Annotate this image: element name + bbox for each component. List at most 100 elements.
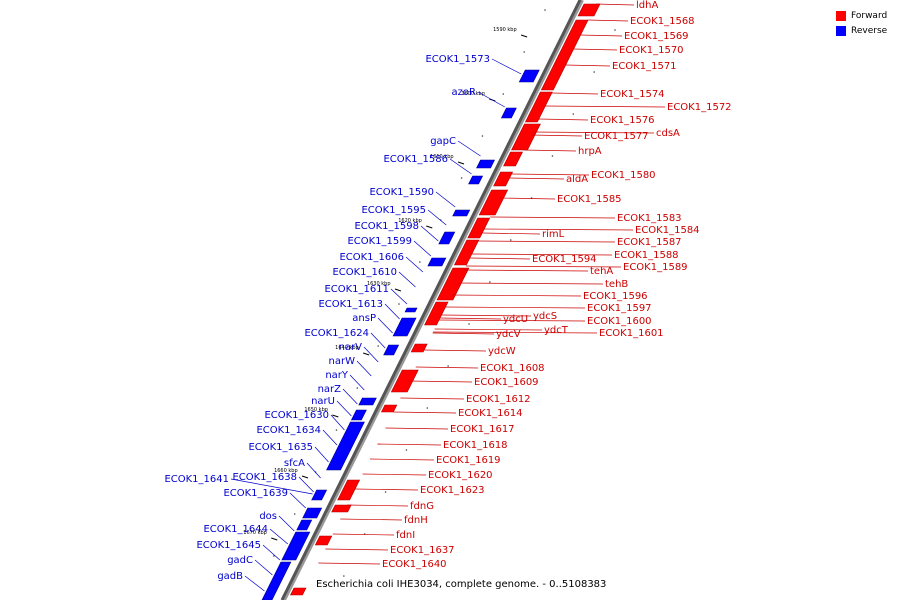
reverse-gene-leader <box>377 317 393 334</box>
forward-gene-leader <box>471 253 613 256</box>
track-dot <box>419 261 421 263</box>
tick-label: 1670 kbp <box>243 530 267 536</box>
track-dot <box>481 135 484 137</box>
forward-gene-leader <box>408 380 473 383</box>
tick-mark <box>426 225 433 229</box>
reverse-gene-leader <box>269 528 289 545</box>
forward-gene-label: ECOK1_1574 <box>600 89 665 100</box>
tick-mark <box>301 475 309 479</box>
forward-gene <box>467 217 491 239</box>
forward-gene <box>390 369 419 393</box>
forward-gene <box>436 267 470 301</box>
track-dot <box>447 365 449 367</box>
reverse-gene-leader <box>314 446 329 463</box>
forward-gene-label: ECOK1_1637 <box>390 545 455 556</box>
forward-gene-label: ECOK1_1600 <box>587 316 652 327</box>
track-dot <box>356 387 359 389</box>
reverse-gene-label: narU <box>311 396 335 407</box>
forward-gene-leader <box>469 257 531 260</box>
forward-gene-leader <box>377 443 442 446</box>
forward-gene-label: tehA <box>590 266 613 277</box>
legend-reverse-label: Reverse <box>851 25 888 36</box>
forward-gene-leader <box>530 134 583 137</box>
reverse-gene-label: ECOK1_1644 <box>203 524 268 535</box>
reverse-gene <box>302 507 323 519</box>
forward-gene <box>577 3 601 17</box>
reverse-gene-leader <box>322 429 338 446</box>
tick-label: 1590 kbp <box>493 27 517 33</box>
reverse-gene-leader <box>370 332 386 349</box>
forward-gene-label: ECOK1_1596 <box>583 291 648 302</box>
track-dot <box>384 491 387 493</box>
forward-gene-label: ECOK1_1620 <box>428 470 493 481</box>
legend-reverse: Reverse <box>836 23 900 38</box>
track-dot <box>593 71 595 73</box>
reverse-gene <box>358 397 377 406</box>
track-dot <box>523 51 525 53</box>
forward-gene-label: fdnG <box>410 501 434 512</box>
forward-gene-label: fdnI <box>396 530 415 541</box>
forward-gene-label: aldA <box>566 174 588 185</box>
genome-backbone <box>280 0 582 600</box>
forward-gene-label: ECOK1_1569 <box>624 31 689 42</box>
track-dot <box>426 407 429 409</box>
backbone-shadow <box>282 0 584 600</box>
forward-gene-label: ECOK1_1588 <box>614 250 679 261</box>
reverse-gene <box>261 561 292 600</box>
reverse-gene <box>438 231 456 245</box>
forward-gene-leader <box>433 331 598 334</box>
forward-gene-leader <box>451 294 582 297</box>
forward-gene-leader <box>551 92 599 95</box>
forward-gene <box>540 19 589 91</box>
tick-mark <box>363 352 370 356</box>
forward-gene-label: ECOK1_1594 <box>532 254 597 265</box>
track-dot <box>509 239 512 241</box>
reverse-gene <box>383 344 400 356</box>
track-dot <box>551 155 554 157</box>
forward-gene-label: ECOK1_1601 <box>599 328 664 339</box>
tick-label: 1650 kbp <box>304 407 328 413</box>
reverse-gene-leader <box>435 191 456 208</box>
forward-gene-label: rimL <box>542 229 565 240</box>
forward-gene-leader <box>573 48 618 51</box>
forward-gene-leader <box>565 64 611 67</box>
reverse-gene <box>404 307 418 313</box>
reverse-gene-leader <box>477 91 506 108</box>
forward-gene-label: hrpA <box>578 146 602 157</box>
forward-gene-leader <box>340 518 403 521</box>
reverse-gene <box>350 409 367 421</box>
forward-gene-leader <box>445 306 586 309</box>
track-dot <box>377 345 379 347</box>
reverse-gene-label: ECOK1_1634 <box>256 425 321 436</box>
forward-gene-leader <box>439 319 586 322</box>
reverse-gene-leader <box>413 240 432 257</box>
reverse-gene-leader <box>398 271 416 288</box>
forward-gene <box>453 239 480 266</box>
forward-gene-label: ydcU <box>503 314 528 325</box>
reverse-gene-leader <box>342 388 358 405</box>
forward-gene-label: ECOK1_1568 <box>630 16 695 27</box>
forward-gene-leader <box>332 533 395 536</box>
forward-gene-leader <box>318 562 381 565</box>
tick-mark <box>332 414 339 418</box>
forward-gene-leader <box>465 265 622 268</box>
reverse-gene-label: ECOK1_1613 <box>318 299 383 310</box>
forward-gene-leader <box>347 504 409 507</box>
forward-gene <box>314 535 333 546</box>
forward-gene <box>493 171 514 187</box>
reverse-gene-leader <box>289 492 306 509</box>
reverse-gene-label: narW <box>329 356 356 367</box>
forward-gene-leader <box>538 118 589 121</box>
reverse-gene-label: azoR <box>452 87 476 98</box>
forward-gene <box>410 343 428 353</box>
reverse-gene <box>296 519 313 531</box>
reverse-gene-leader <box>427 209 447 226</box>
forward-gene-label: ECOK1_1576 <box>590 115 655 126</box>
forward-gene <box>380 404 398 413</box>
forward-gene-label: ydcW <box>488 346 516 357</box>
reverse-gene <box>518 69 540 83</box>
reverse-gene <box>392 317 417 337</box>
forward-gene <box>478 189 509 216</box>
reverse-gene-leader <box>298 476 314 493</box>
